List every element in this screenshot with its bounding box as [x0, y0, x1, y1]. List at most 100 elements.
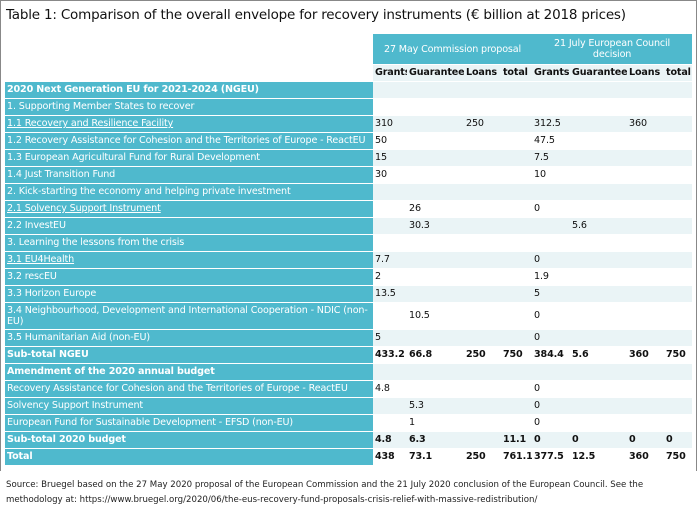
- table-cell: [501, 302, 533, 330]
- table-cell: [464, 217, 501, 235]
- title-frame: [0, 0, 697, 34]
- table-cell: [664, 329, 693, 347]
- table-cell: [627, 149, 665, 167]
- table-cell: 66.8: [407, 346, 464, 364]
- table-cell: 4.8: [373, 431, 407, 449]
- table-cell: [664, 302, 693, 330]
- source-note: Source: Bruegel based on the 27 May 2020…: [6, 480, 644, 505]
- table-cell: [501, 397, 533, 415]
- table-cell: 5.3: [407, 397, 464, 415]
- table-row: 2.2 InvestEU 30.3 5.6: [5, 217, 693, 235]
- row-label: 3.2 rescEU: [5, 268, 373, 286]
- row-label: 2.2 InvestEU: [5, 217, 373, 235]
- row-label-text: 1.3 European Agricultural Fund for Rural…: [7, 152, 260, 163]
- table-cell: 0: [532, 200, 571, 218]
- table-cell: 13.5: [373, 285, 407, 303]
- table-cell: [407, 98, 464, 116]
- table-cell: [570, 98, 628, 116]
- row-label-text: Recovery Assistance for Cohesion and the…: [7, 383, 348, 394]
- table-cell: [464, 234, 501, 252]
- table-cell: [664, 380, 693, 398]
- row-label: 1.4 Just Transition Fund: [5, 166, 373, 184]
- table-cell: 0: [532, 431, 571, 449]
- table-cell: 0: [532, 397, 571, 415]
- column-header: Guarantees: [407, 64, 464, 82]
- table-cell: [373, 183, 407, 201]
- table-cell: [627, 302, 665, 330]
- row-label: European Fund for Sustainable Developmen…: [5, 414, 373, 432]
- table-cell: [570, 149, 628, 167]
- table-cell: [407, 183, 464, 201]
- table-cell: [627, 329, 665, 347]
- group-header-council: 21 July European Council decision: [532, 34, 693, 65]
- table-cell: [501, 183, 533, 201]
- table-cell: [570, 414, 628, 432]
- row-label: Total: [5, 448, 373, 466]
- table-cell: [407, 149, 464, 167]
- table-cell: [627, 285, 665, 303]
- row-label: Sub-total NGEU: [5, 346, 373, 364]
- column-header: Loans: [627, 64, 665, 82]
- column-header: total: [501, 64, 533, 82]
- table-row: Solvency Support Instrument 5.3 0: [5, 397, 693, 415]
- row-label-text: 3.3 Horizon Europe: [7, 288, 97, 299]
- table-cell: 384.4: [532, 346, 571, 364]
- table-cell: 750: [664, 346, 693, 364]
- table-cell: 360: [627, 448, 665, 466]
- table-cell: 0: [664, 431, 693, 449]
- table-cell: [664, 251, 693, 269]
- table-cell: 312.5: [532, 115, 571, 133]
- table-cell: [501, 149, 533, 167]
- row-label: Sub-total 2020 budget: [5, 431, 373, 449]
- column-header: Guarantees: [570, 64, 628, 82]
- row-label-text: 1.2 Recovery Assistance for Cohesion and…: [7, 135, 366, 146]
- table-cell: 750: [501, 346, 533, 364]
- table-row: 3.4 Neighbourhood, Development and Inter…: [5, 302, 693, 330]
- table-cell: [464, 380, 501, 398]
- table-cell: [501, 363, 533, 381]
- table-row: 3.5 Humanitarian Aid (non-EU) 5 0: [5, 329, 693, 347]
- table-cell: [464, 166, 501, 184]
- table-cell: 11.1: [501, 431, 533, 449]
- table-row: 1.2 Recovery Assistance for Cohesion and…: [5, 132, 693, 150]
- row-label: 1. Supporting Member States to recover: [5, 98, 373, 116]
- row-label-text: Total: [7, 451, 33, 462]
- table-cell: [664, 166, 693, 184]
- table-cell: [664, 363, 693, 381]
- table-cell: 5: [373, 329, 407, 347]
- row-label: 1.1 Recovery and Resilience Facility: [5, 115, 373, 133]
- table-cell: [627, 132, 665, 150]
- table-cell: [501, 268, 533, 286]
- table-cell: [501, 380, 533, 398]
- table-cell: [570, 329, 628, 347]
- table-cell: [464, 268, 501, 286]
- row-label-text: 3. Learning the lessons from the crisis: [7, 237, 185, 248]
- table-cell: [664, 132, 693, 150]
- table-cell: [464, 81, 501, 99]
- table-cell: [627, 363, 665, 381]
- table-cell: 310: [373, 115, 407, 133]
- table-cell: [464, 363, 501, 381]
- table-cell: [501, 132, 533, 150]
- table-cell: [407, 268, 464, 286]
- table-cell: [627, 183, 665, 201]
- table-cell: 30.3: [407, 217, 464, 235]
- table-cell: 438: [373, 448, 407, 466]
- table-cell: 0: [532, 380, 571, 398]
- table-cell: [570, 380, 628, 398]
- table-row: Sub-total NGEU 433.2 66.8 250 750 384.4 5.6 360…: [5, 346, 693, 364]
- table-cell: 4.8: [373, 380, 407, 398]
- table-cell: 360: [627, 346, 665, 364]
- row-label: 3.4 Neighbourhood, Development and Inter…: [5, 302, 373, 330]
- row-label-text: 3.2 rescEU: [7, 271, 57, 282]
- row-label-text: 1.1 Recovery and Resilience Facility: [7, 118, 174, 129]
- table-row: 2020 Next Generation EU for 2021-2024 (N…: [5, 81, 693, 99]
- table-cell: 250: [464, 346, 501, 364]
- header-spacer: [5, 64, 373, 82]
- table-cell: [627, 397, 665, 415]
- table-row: 2.1 Solvency Support Instrument 26 0: [5, 200, 693, 218]
- table-cell: [627, 234, 665, 252]
- table-cell: [464, 132, 501, 150]
- table-cell: 10: [532, 166, 571, 184]
- table-row: 1. Supporting Member States to recover: [5, 98, 693, 116]
